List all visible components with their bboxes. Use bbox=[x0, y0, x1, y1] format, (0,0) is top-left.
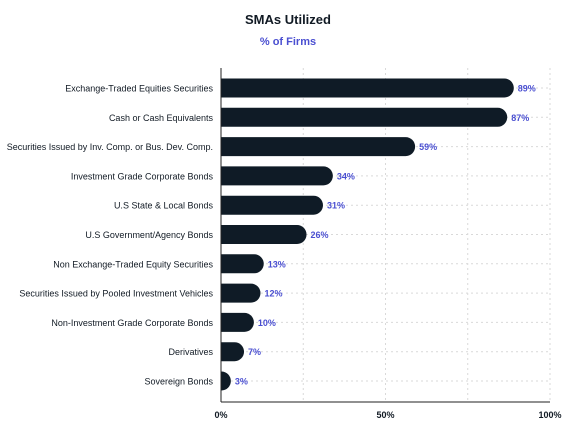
bar bbox=[221, 254, 264, 274]
value-label: 34% bbox=[337, 171, 355, 181]
category-label: Securities Issued by Inv. Comp. or Bus. … bbox=[7, 142, 213, 152]
chart-title: SMAs Utilized bbox=[245, 12, 331, 27]
value-label: 87% bbox=[511, 113, 529, 123]
value-label: 12% bbox=[264, 289, 282, 299]
bar bbox=[221, 195, 323, 215]
value-label: 31% bbox=[327, 201, 345, 211]
x-tick-label: 100% bbox=[538, 410, 561, 420]
bar bbox=[221, 371, 231, 391]
x-tick-label: 0% bbox=[214, 410, 227, 420]
category-label: U.S Government/Agency Bonds bbox=[85, 230, 213, 240]
value-label: 10% bbox=[258, 318, 276, 328]
category-label: Non-Investment Grade Corporate Bonds bbox=[51, 318, 213, 328]
value-label: 3% bbox=[235, 377, 248, 387]
category-label: Sovereign Bonds bbox=[144, 377, 213, 387]
category-label: Cash or Cash Equivalents bbox=[109, 113, 214, 123]
category-label: Investment Grade Corporate Bonds bbox=[71, 171, 214, 181]
category-label: Derivatives bbox=[168, 347, 213, 357]
value-label: 13% bbox=[268, 259, 286, 269]
value-label: 59% bbox=[419, 142, 437, 152]
value-label: 26% bbox=[311, 230, 329, 240]
bar bbox=[221, 78, 514, 98]
bar bbox=[221, 342, 245, 362]
bar bbox=[221, 137, 416, 157]
bar bbox=[221, 107, 508, 127]
category-label: U.S State & Local Bonds bbox=[114, 201, 214, 211]
bar bbox=[221, 312, 254, 332]
x-tick-label: 50% bbox=[376, 410, 394, 420]
bar bbox=[221, 283, 261, 303]
category-label: Exchange-Traded Equities Securities bbox=[65, 84, 213, 94]
chart-subtitle: % of Firms bbox=[259, 36, 317, 48]
bar bbox=[221, 225, 307, 244]
bar bbox=[221, 166, 333, 186]
category-label: Non Exchange-Traded Equity Securities bbox=[53, 259, 213, 269]
value-label: 7% bbox=[248, 347, 261, 357]
value-label: 89% bbox=[518, 84, 536, 94]
category-label: Securities Issued by Pooled Investment V… bbox=[19, 289, 213, 299]
